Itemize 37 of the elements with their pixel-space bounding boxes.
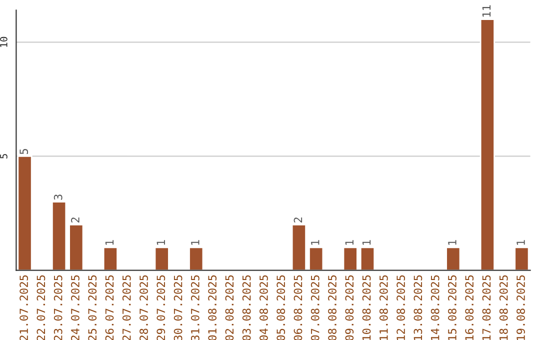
x-tick-label: 10.08.2025	[362, 275, 371, 340]
x-tick-label: 19.08.2025	[516, 275, 525, 340]
data-label: 5	[20, 149, 28, 154]
data-label: 2	[294, 218, 302, 222]
y-tick-label: 10	[0, 36, 8, 47]
bar	[102, 246, 118, 270]
bar	[188, 246, 204, 270]
bar	[514, 246, 530, 270]
x-tick-label: 14.08.2025	[430, 275, 440, 340]
x-tick-label: 15.08.2025	[448, 275, 456, 340]
x-tick-label: 17.08.2025	[482, 275, 491, 340]
bar	[291, 224, 306, 270]
data-label: 1	[362, 240, 371, 245]
data-label: 1	[311, 240, 320, 245]
x-tick-label: 18.08.2025	[499, 275, 508, 340]
data-label: 3	[54, 194, 62, 200]
bar	[308, 246, 324, 270]
bar	[480, 18, 495, 270]
data-label: 1	[105, 240, 114, 245]
data-label: 2	[71, 218, 80, 222]
x-tick-label: 12.08.2025	[396, 275, 406, 340]
bar	[68, 224, 84, 270]
data-label: 1	[448, 240, 456, 245]
x-tick-label: 11.08.2025	[379, 275, 388, 340]
data-label: 1	[516, 240, 525, 245]
bar	[360, 246, 376, 270]
bar	[446, 246, 461, 270]
x-tick-label: 13.08.2025	[414, 275, 422, 340]
bar	[154, 246, 170, 270]
bar	[342, 246, 358, 270]
bar	[51, 201, 67, 270]
data-label: 1	[191, 240, 200, 245]
data-label: 1	[345, 240, 354, 245]
bar	[17, 156, 32, 270]
data-label: 11	[482, 5, 491, 17]
data-label: 1	[156, 240, 165, 245]
x-tick-label: 16.08.2025	[465, 275, 474, 340]
